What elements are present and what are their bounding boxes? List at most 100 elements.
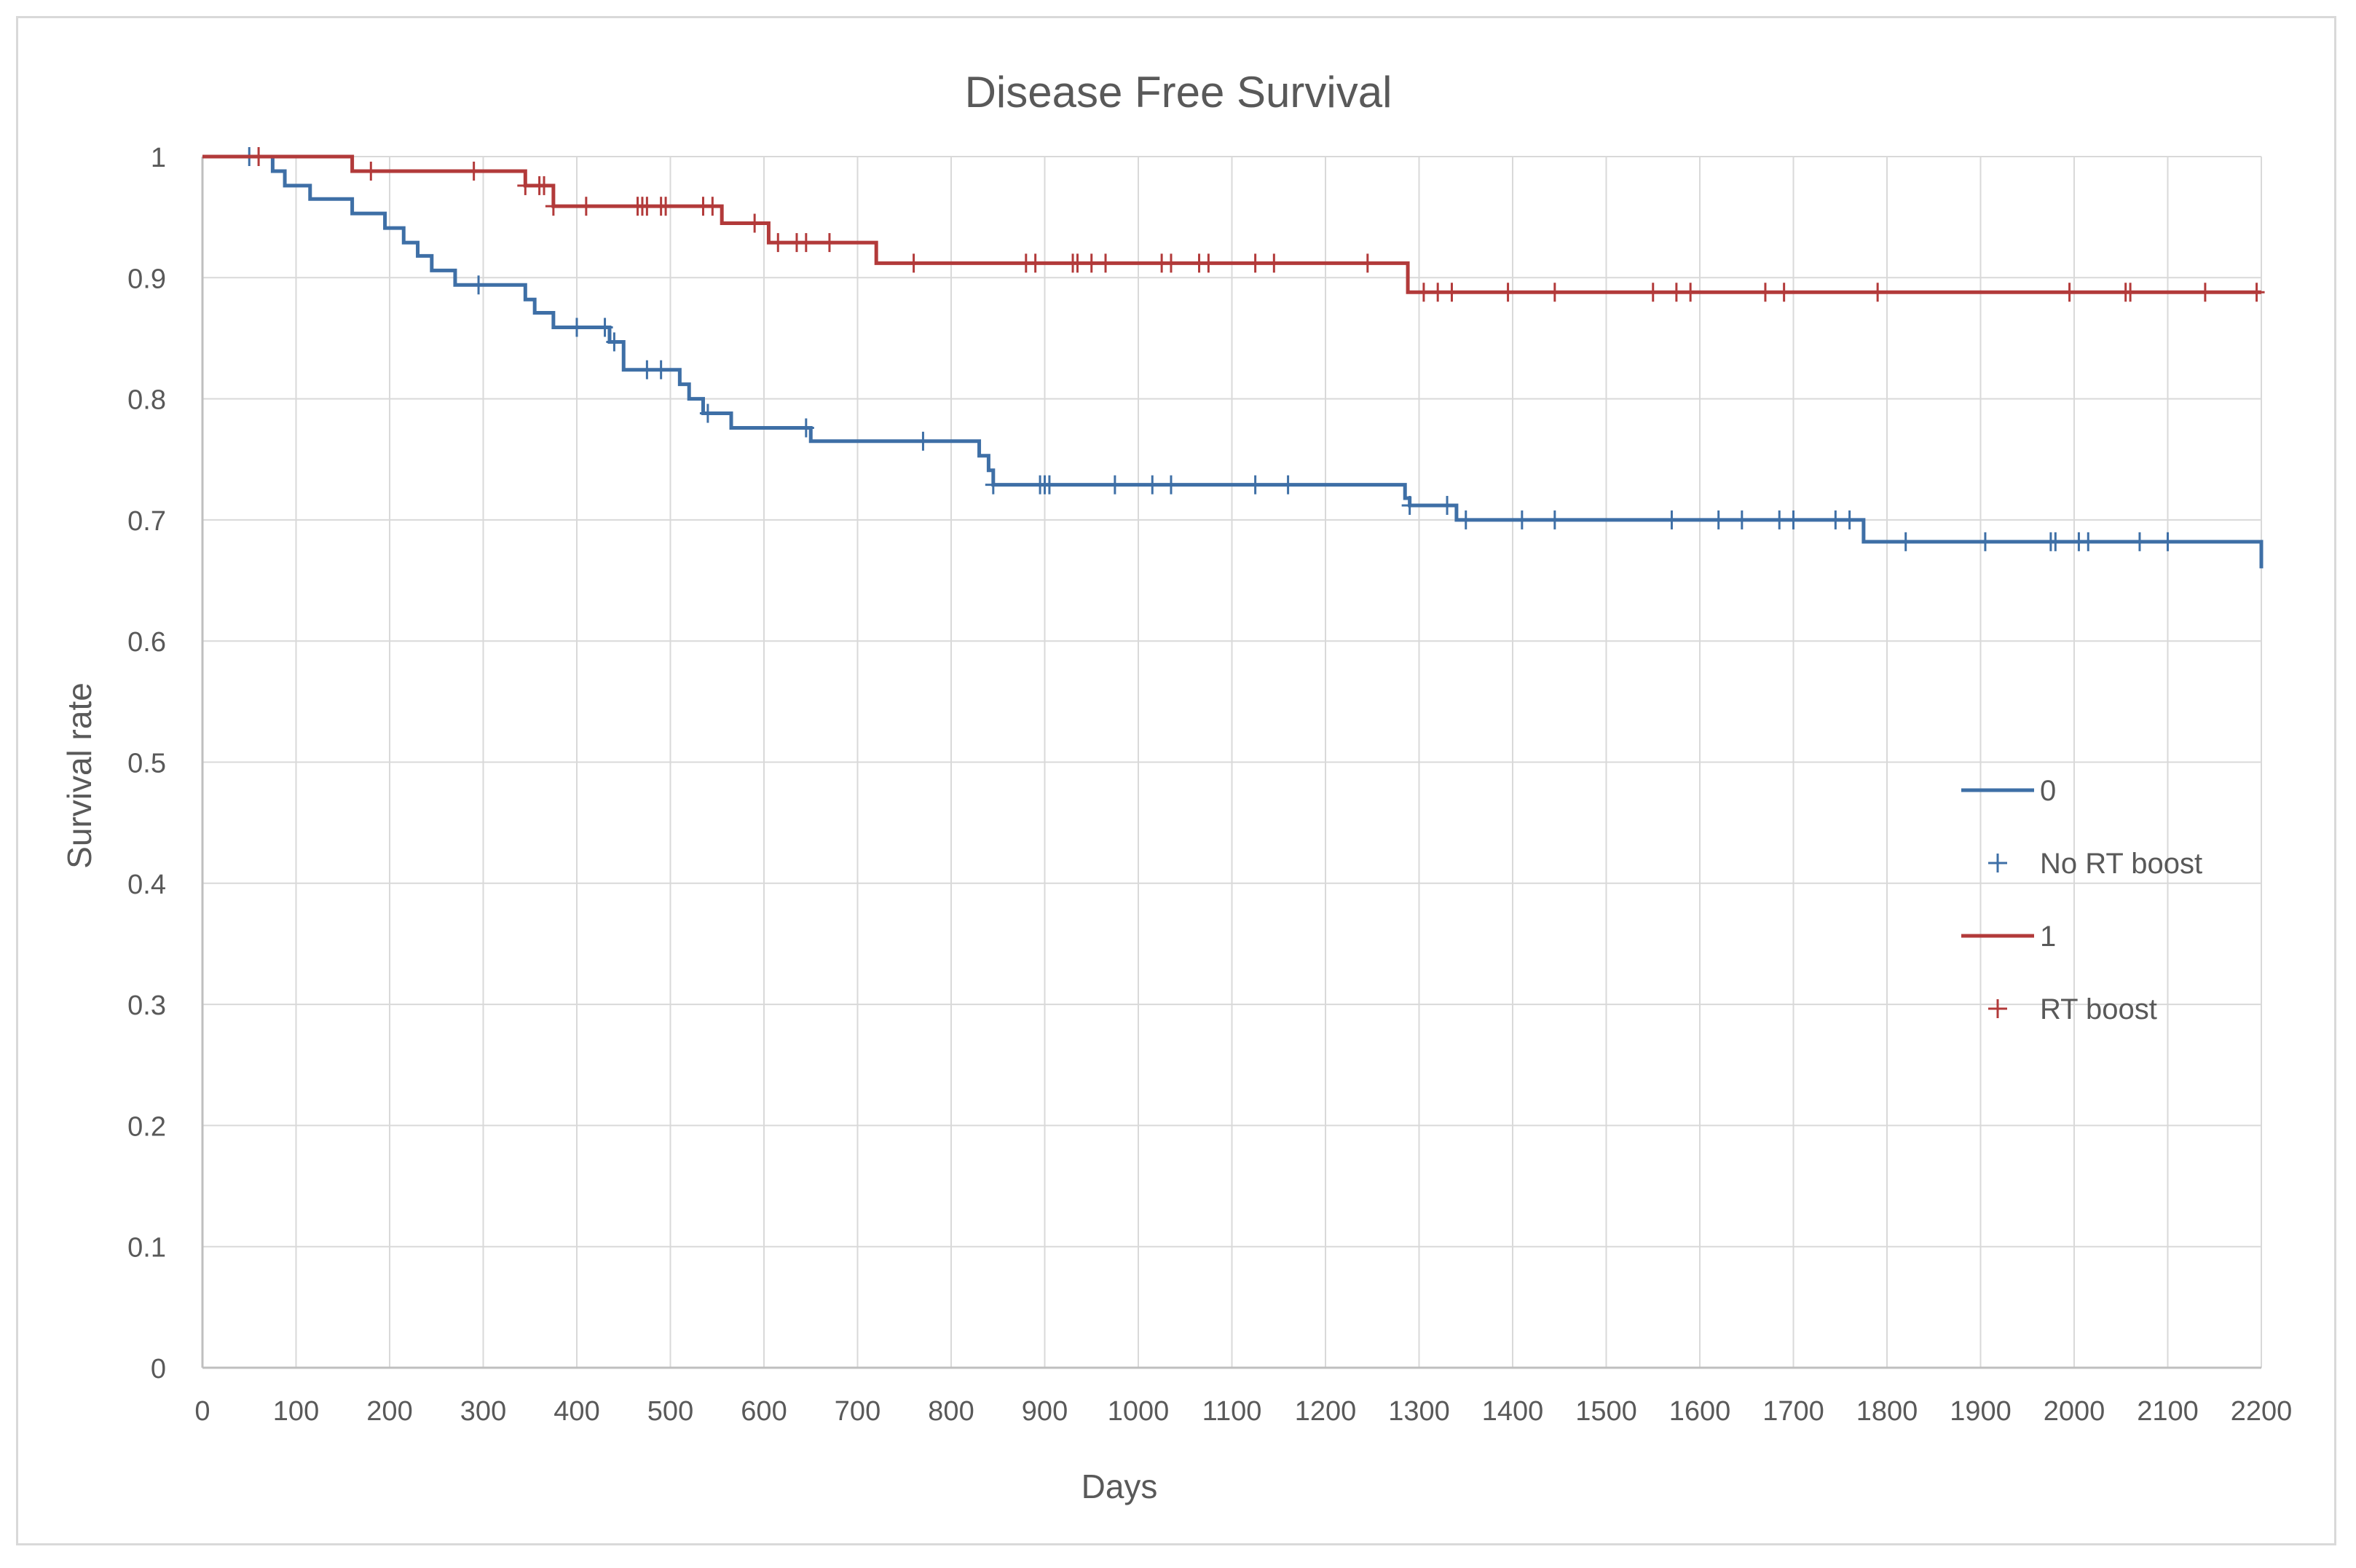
x-tick-label: 100 — [273, 1396, 319, 1427]
censor-mark — [1663, 510, 1680, 529]
x-axis-ticks: 0 100 200 300 400 500 600 700 800 900 1000 1100 1200… — [194, 1396, 2292, 1427]
censor-mark — [1785, 510, 1802, 529]
x-tick-label: 900 — [1022, 1396, 1068, 1427]
censor-mark — [1247, 253, 1264, 273]
y-tick-label: 0.5 — [127, 749, 166, 779]
y-tick-label: 0.1 — [127, 1233, 166, 1264]
censor-mark — [2080, 532, 2097, 551]
x-tick-label: 0 — [194, 1396, 210, 1427]
censor-mark — [1870, 283, 1886, 302]
x-tick-label: 600 — [741, 1396, 787, 1427]
censor-mark — [1500, 283, 1516, 302]
y-tick-label: 0.2 — [127, 1111, 166, 1142]
x-tick-label: 1500 — [1575, 1396, 1637, 1427]
x-tick-label: 1400 — [1482, 1396, 1544, 1427]
censor-mark — [2197, 283, 2213, 302]
legend-label: 0 — [2040, 775, 2056, 807]
censor-mark — [1415, 283, 1432, 302]
legend-entry: 0 — [1961, 775, 2056, 807]
censor-mark — [1644, 283, 1661, 302]
x-tick-label: 2000 — [2044, 1396, 2105, 1427]
censor-mark — [578, 197, 594, 216]
censor-mark — [2248, 283, 2265, 302]
censor-mark — [1280, 475, 1296, 495]
legend-label: RT boost — [2040, 993, 2157, 1025]
censor-mark — [1106, 475, 1123, 495]
x-tick-label: 1900 — [1950, 1396, 2012, 1427]
x-tick-label: 700 — [835, 1396, 880, 1427]
censor-mark — [746, 213, 763, 233]
censor-mark — [1513, 510, 1530, 529]
legend-entry: 1 — [1961, 921, 2056, 953]
legend-label: No RT boost — [2040, 848, 2202, 880]
censor-mark — [1827, 510, 1844, 529]
y-tick-label: 0 — [151, 1354, 166, 1384]
censor-mark — [821, 233, 838, 253]
x-tick-label: 2100 — [2137, 1396, 2199, 1427]
censor-mark — [1069, 253, 1086, 273]
censor-mark — [2061, 283, 2078, 302]
censor-mark — [1359, 253, 1376, 273]
x-tick-label: 1700 — [1762, 1396, 1824, 1427]
censor-mark — [1733, 510, 1750, 529]
censor-mark — [1841, 510, 1858, 529]
x-tick-label: 200 — [366, 1396, 412, 1427]
censor-mark — [1401, 495, 1418, 515]
chart-frame: Disease Free Survival 0 100 200 300 400 500 60… — [16, 16, 2336, 1545]
censor-mark — [1546, 283, 1563, 302]
censor-mark — [517, 176, 534, 195]
x-tick-label: 800 — [928, 1396, 974, 1427]
x-tick-label: 1800 — [1856, 1396, 1918, 1427]
x-tick-label: 500 — [647, 1396, 693, 1427]
censor-mark — [2159, 532, 2176, 551]
y-tick-label: 0.8 — [127, 385, 166, 416]
censor-mark — [1439, 495, 1456, 515]
censor-mark — [363, 161, 379, 181]
censor-mark — [704, 197, 721, 216]
censor-mark — [545, 197, 562, 216]
censor-mark — [1144, 475, 1161, 495]
censor-mark — [797, 418, 814, 438]
censor-mark — [1162, 253, 1179, 273]
censor-mark — [639, 360, 655, 379]
legend: 0 No RT boost 1 RT boost — [1961, 775, 2202, 1025]
legend-label: 1 — [2040, 921, 2056, 953]
censor-mark — [653, 360, 669, 379]
x-tick-label: 2200 — [2231, 1396, 2293, 1427]
censor-mark — [569, 318, 585, 337]
censor-mark — [699, 403, 716, 423]
censor-mark — [2122, 283, 2139, 302]
x-tick-label: 1200 — [1295, 1396, 1357, 1427]
censor-mark — [1162, 475, 1179, 495]
censor-mark — [1771, 510, 1788, 529]
censor-mark — [606, 332, 623, 352]
y-tick-label: 0.6 — [127, 627, 166, 658]
censor-mark — [915, 431, 931, 451]
censor-mark — [1041, 475, 1057, 495]
censor-mark — [465, 161, 482, 181]
chart-title: Disease Free Survival — [965, 68, 1392, 117]
gridlines — [201, 156, 2262, 1369]
censor-mark — [1682, 283, 1699, 302]
legend-marker-swatch — [1988, 999, 2007, 1018]
y-tick-label: 0.3 — [127, 990, 166, 1021]
censor-mark — [985, 475, 1001, 495]
legend-entry: RT boost — [1988, 993, 2157, 1025]
censor-mark — [536, 176, 553, 195]
y-axis-ticks: 0 0.1 0.2 0.3 0.4 0.5 0.6 0.7 0.8 0.9 1 — [127, 143, 166, 1384]
censor-mark — [770, 233, 787, 253]
survival-chart: Disease Free Survival 0 100 200 300 400 500 60… — [60, 68, 2292, 1505]
censor-mark — [1430, 283, 1446, 302]
censor-mark — [639, 197, 655, 216]
y-tick-label: 0.4 — [127, 870, 166, 900]
y-tick-label: 0.9 — [127, 264, 166, 294]
y-tick-label: 1 — [151, 143, 166, 173]
censor-mark — [905, 253, 922, 273]
x-tick-label: 1000 — [1108, 1396, 1170, 1427]
censor-mark — [658, 197, 674, 216]
censor-mark — [1098, 253, 1114, 273]
legend-marker-swatch — [1988, 854, 2007, 872]
censor-mark — [1247, 475, 1264, 495]
survival-curve — [202, 154, 2264, 569]
censor-mark — [1546, 510, 1563, 529]
